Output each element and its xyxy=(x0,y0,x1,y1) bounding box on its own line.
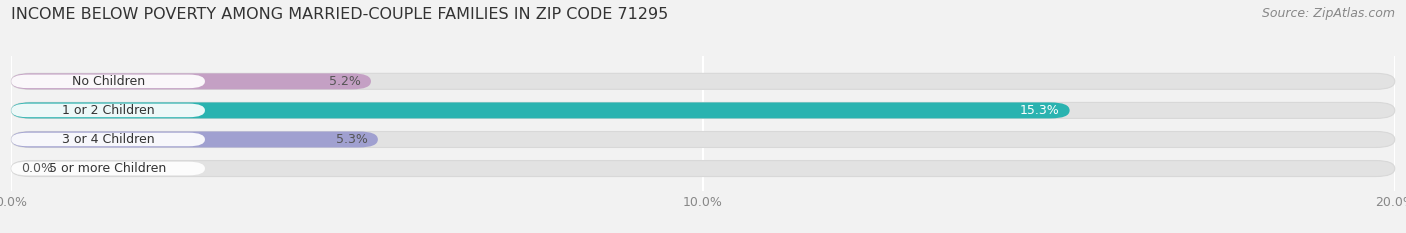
Text: No Children: No Children xyxy=(72,75,145,88)
FancyBboxPatch shape xyxy=(11,103,1395,118)
Text: 15.3%: 15.3% xyxy=(1019,104,1059,117)
Text: 5.2%: 5.2% xyxy=(329,75,360,88)
Text: INCOME BELOW POVERTY AMONG MARRIED-COUPLE FAMILIES IN ZIP CODE 71295: INCOME BELOW POVERTY AMONG MARRIED-COUPL… xyxy=(11,7,668,22)
FancyBboxPatch shape xyxy=(11,75,205,88)
Text: 3 or 4 Children: 3 or 4 Children xyxy=(62,133,155,146)
Text: 5 or more Children: 5 or more Children xyxy=(49,162,167,175)
FancyBboxPatch shape xyxy=(11,161,1395,177)
Text: 0.0%: 0.0% xyxy=(21,162,53,175)
FancyBboxPatch shape xyxy=(11,103,1070,118)
FancyBboxPatch shape xyxy=(11,162,205,175)
FancyBboxPatch shape xyxy=(11,131,378,147)
FancyBboxPatch shape xyxy=(11,104,205,117)
Text: 1 or 2 Children: 1 or 2 Children xyxy=(62,104,155,117)
FancyBboxPatch shape xyxy=(11,131,1395,147)
FancyBboxPatch shape xyxy=(11,133,205,146)
FancyBboxPatch shape xyxy=(11,73,371,89)
Text: 5.3%: 5.3% xyxy=(336,133,367,146)
Text: Source: ZipAtlas.com: Source: ZipAtlas.com xyxy=(1261,7,1395,20)
FancyBboxPatch shape xyxy=(11,73,1395,89)
